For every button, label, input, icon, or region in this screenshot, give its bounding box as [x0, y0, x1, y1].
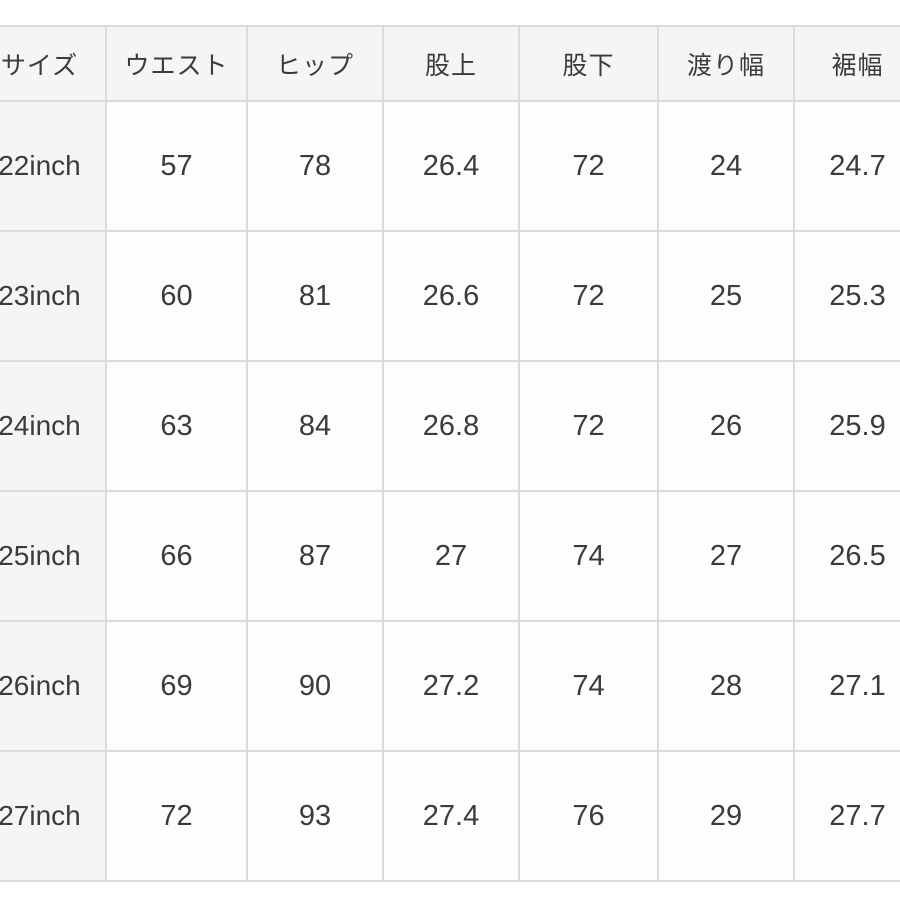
row-label-26inch: 26inch — [0, 620, 107, 752]
row-label-23inch: 23inch — [0, 230, 107, 362]
cell-rise: 26.8 — [382, 360, 520, 492]
size-chart: サイズ ウエスト ヒップ 股上 股下 渡り幅 裾幅 22inch 57 78 2… — [0, 25, 900, 882]
cell-thigh-width: 26 — [657, 360, 795, 492]
cell-inseam: 72 — [518, 230, 659, 362]
col-header-waist: ウエスト — [105, 25, 248, 102]
col-header-hem-width: 裾幅 — [793, 25, 900, 102]
cell-inseam: 72 — [518, 360, 659, 492]
cell-inseam: 76 — [518, 750, 659, 882]
cell-waist: 60 — [105, 230, 248, 362]
cell-thigh-width: 28 — [657, 620, 795, 752]
col-header-hip: ヒップ — [246, 25, 384, 102]
table-row: 24inch 63 84 26.8 72 26 25.9 — [0, 360, 900, 492]
row-label-24inch: 24inch — [0, 360, 107, 492]
col-header-size: サイズ — [0, 25, 107, 102]
table-row: 27inch 72 93 27.4 76 29 27.7 — [0, 750, 900, 882]
col-header-thigh-width: 渡り幅 — [657, 25, 795, 102]
size-table: サイズ ウエスト ヒップ 股上 股下 渡り幅 裾幅 22inch 57 78 2… — [0, 25, 900, 882]
table-row: 22inch 57 78 26.4 72 24 24.7 — [0, 100, 900, 232]
cell-thigh-width: 24 — [657, 100, 795, 232]
cell-inseam: 72 — [518, 100, 659, 232]
table-header-row: サイズ ウエスト ヒップ 股上 股下 渡り幅 裾幅 — [0, 25, 900, 102]
cell-inseam: 74 — [518, 490, 659, 622]
cell-inseam: 74 — [518, 620, 659, 752]
cell-rise: 27 — [382, 490, 520, 622]
col-header-rise: 股上 — [382, 25, 520, 102]
cell-hem-width: 25.9 — [793, 360, 900, 492]
row-label-22inch: 22inch — [0, 100, 107, 232]
cell-waist: 72 — [105, 750, 248, 882]
row-label-27inch: 27inch — [0, 750, 107, 882]
cell-rise: 27.4 — [382, 750, 520, 882]
cell-rise: 26.4 — [382, 100, 520, 232]
col-header-inseam: 股下 — [518, 25, 659, 102]
cell-waist: 66 — [105, 490, 248, 622]
row-label-25inch: 25inch — [0, 490, 107, 622]
cell-waist: 63 — [105, 360, 248, 492]
table-row: 25inch 66 87 27 74 27 26.5 — [0, 490, 900, 622]
cell-hem-width: 27.7 — [793, 750, 900, 882]
cell-rise: 26.6 — [382, 230, 520, 362]
cell-thigh-width: 25 — [657, 230, 795, 362]
cell-hem-width: 26.5 — [793, 490, 900, 622]
table-row: 23inch 60 81 26.6 72 25 25.3 — [0, 230, 900, 362]
cell-hip: 90 — [246, 620, 384, 752]
cell-hem-width: 24.7 — [793, 100, 900, 232]
cell-waist: 57 — [105, 100, 248, 232]
cell-hem-width: 25.3 — [793, 230, 900, 362]
cell-hem-width: 27.1 — [793, 620, 900, 752]
cell-hip: 78 — [246, 100, 384, 232]
cell-hip: 93 — [246, 750, 384, 882]
cell-thigh-width: 27 — [657, 490, 795, 622]
table-row: 26inch 69 90 27.2 74 28 27.1 — [0, 620, 900, 752]
cell-hip: 81 — [246, 230, 384, 362]
cell-rise: 27.2 — [382, 620, 520, 752]
cell-waist: 69 — [105, 620, 248, 752]
cell-hip: 84 — [246, 360, 384, 492]
cell-thigh-width: 29 — [657, 750, 795, 882]
cell-hip: 87 — [246, 490, 384, 622]
